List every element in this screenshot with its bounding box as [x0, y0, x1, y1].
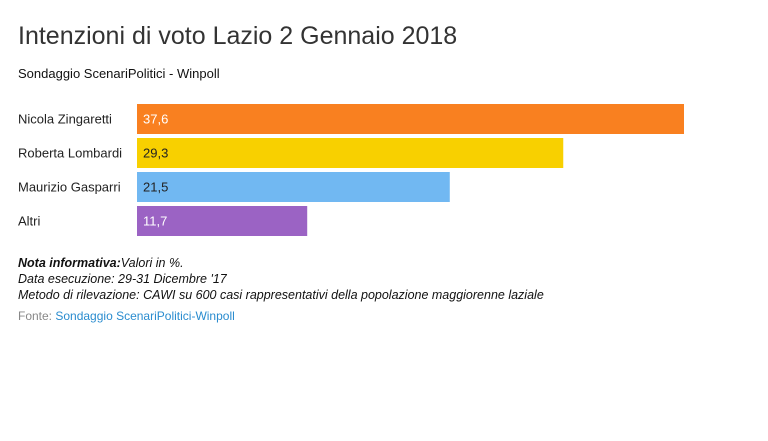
source-link[interactable]: Sondaggio ScenariPolitici-Winpoll	[55, 309, 235, 323]
bar-value-label: 37,6	[143, 112, 168, 127]
category-label: Altri	[18, 214, 41, 229]
bar-chart: Nicola Zingaretti 37,6 Roberta Lombardi 29,…	[18, 104, 684, 236]
note-values-unit: Valori in %.	[120, 256, 184, 270]
note-label: Nota informativa:	[18, 256, 121, 270]
note-line-1: Nota informativa:Valori in %.	[18, 255, 544, 271]
source-prefix: Fonte:	[18, 309, 56, 323]
bar	[137, 104, 684, 134]
bar-value-label: 21,5	[143, 180, 168, 195]
category-label: Nicola Zingaretti	[18, 112, 112, 127]
note-line-2: Data esecuzione: 29-31 Dicembre '17	[18, 272, 227, 286]
chart-subtitle: Sondaggio ScenariPolitici - Winpoll	[18, 66, 220, 81]
bar	[137, 206, 308, 236]
notes-block: Nota informativa:Valori in %. Data esecu…	[18, 255, 544, 303]
category-label: Roberta Lombardi	[18, 146, 122, 161]
bar	[137, 138, 564, 168]
category-label: Maurizio Gasparri	[18, 180, 121, 195]
source-line: Fonte: Sondaggio ScenariPolitici-Winpoll	[18, 309, 235, 323]
note-line-3: Metodo di rilevazione: CAWI su 600 casi …	[18, 288, 544, 302]
bar-value-label: 29,3	[143, 146, 168, 161]
bar	[137, 172, 450, 202]
bar-value-label: 11,7	[143, 214, 167, 229]
chart-title: Intenzioni di voto Lazio 2 Gennaio 2018	[18, 22, 458, 50]
